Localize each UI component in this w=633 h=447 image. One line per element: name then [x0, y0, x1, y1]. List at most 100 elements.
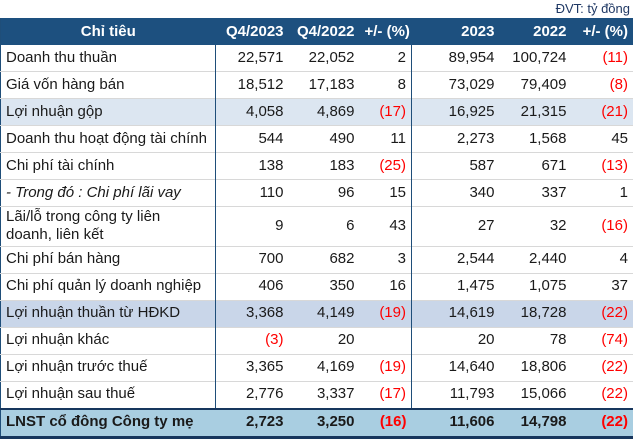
cell-2023: 14,619 [411, 299, 500, 328]
cell-2023: 11,793 [411, 380, 500, 409]
cell-2023: 20 [411, 326, 500, 355]
cell-q4-2022: 20 [288, 326, 360, 355]
row-label: Lợi nhuận sau thuế [0, 380, 216, 409]
cell-2022: 100,724 [512, 48, 567, 66]
cell-pct-yoy: (22) [571, 380, 633, 409]
cell-q4-2023: 9 [215, 206, 289, 247]
cell-pct-yoy: (22) [571, 353, 633, 382]
table-row: Chi phí tài chính 138 183 (25) 587 671 (13) [0, 152, 633, 180]
cell-q4-2022: 96 [288, 179, 360, 207]
cell-q4-2023: 18,512 [215, 71, 289, 99]
row-label: Chi phí quản lý doanh nghiệp [0, 272, 216, 301]
cell-2023: 2,273 [411, 125, 500, 153]
cell-2023: 14,640 [411, 353, 500, 382]
cell-q4-2023: 3,365 [215, 353, 289, 382]
table-row: Lợi nhuận gộp 4,058 4,869 (17) 16,925 21,315(… [0, 98, 633, 126]
table-row: Lợi nhuận thuần từ HĐKD 3,368 4,149 (19) 14,… [0, 299, 633, 328]
table-row: Doanh thu thuần 22,571 22,052 2 89,954 100,72… [0, 45, 633, 72]
cell-pct-yoy: (22) [571, 407, 633, 438]
cell-pct-yoy: (74) [571, 326, 633, 355]
financial-results-table: Chỉ tiêu Q4/2023 Q4/2022 +/- (%) 2023 2022 +/-… [0, 18, 633, 439]
cell-pct-yoy: (11) [602, 48, 628, 66]
cell-pct-qoq: (19) [359, 353, 412, 382]
cell-q4-2023: 110 [215, 179, 289, 207]
cell-2022: 14,798 [499, 407, 572, 438]
cell-pct-qoq: 11 [359, 125, 412, 153]
row-label: Lãi/lỗ trong công ty liên doanh, liên kế… [0, 206, 216, 247]
cell-pct-qoq: 8 [359, 71, 412, 99]
cell-2023: 73,029 [411, 71, 500, 99]
cell-2022: 671 [499, 152, 572, 180]
cell-2022: 18,728 [499, 299, 572, 328]
column-header-q4-2022: Q4/2022 [288, 18, 360, 45]
table-header: Chỉ tiêu Q4/2023 Q4/2022 +/- (%) 2023 2022 +/-… [0, 18, 633, 45]
cell-q4-2023: 544 [215, 125, 289, 153]
cell-pct-yoy: (22) [571, 299, 633, 328]
cell-2023: 340 [411, 179, 500, 207]
table-body: Doanh thu thuần 22,571 22,052 2 89,954 100,72… [0, 45, 633, 438]
cell-2022: 18,806 [499, 353, 572, 382]
table-row: Doanh thu hoạt động tài chính 544 490 11 2,2… [0, 125, 633, 153]
cell-q4-2022: 22,052 [308, 48, 355, 66]
row-label: Doanh thu thuần [0, 45, 216, 72]
cell-2022: 15,066 [499, 380, 572, 409]
cell-q4-2023: 2,723 [215, 407, 289, 438]
cell-pct-qoq: (17) [359, 98, 412, 126]
cell-2022: 32 [499, 206, 572, 247]
row-label: Lợi nhuận trước thuế [0, 353, 216, 382]
header-row: Chỉ tiêu Q4/2023 Q4/2022 +/- (%) 2023 2022 +/-… [0, 18, 633, 45]
cell-pct-qoq: 16 [359, 272, 412, 301]
cell-pct-yoy: (8) [571, 71, 633, 99]
cell-pct-yoy: 45 [571, 125, 633, 153]
cell-2023: 587 [411, 152, 500, 180]
cell-pct-yoy: (16) [571, 206, 633, 247]
cell-q4-2022: 682 [288, 245, 360, 274]
cell-q4-2023: 3,368 [215, 299, 289, 328]
cell-2022: 79,409 [499, 71, 572, 99]
cell-pct-qoq [359, 326, 412, 355]
cell-q4-2022: 4,149 [288, 299, 360, 328]
table-row: Lợi nhuận trước thuế 3,365 4,169 (19) 14,640… [0, 353, 633, 382]
cell-q4-2023: (3) [215, 326, 289, 355]
cell-pct-qoq: 15 [359, 179, 412, 207]
column-header-q4-2023: Q4/2023 [215, 18, 289, 45]
cell-2023: 27 [411, 206, 500, 247]
row-label: Lợi nhuận khác [0, 326, 216, 355]
row-label: Chi phí bán hàng [0, 245, 216, 274]
cell-pct-qoq: 2 [359, 45, 412, 72]
row-label: Lợi nhuận thuần từ HĐKD [0, 299, 216, 328]
column-header-2023: 2023 [411, 18, 500, 45]
table-row: Lợi nhuận sau thuế 2,776 3,337 (17) 11,793 15… [0, 380, 633, 409]
cell-q4-2022: 6 [288, 206, 360, 247]
unit-label: ĐVT: tỷ đồng [555, 1, 630, 16]
cell-q4-2022: 350 [288, 272, 360, 301]
cell-pct-qoq: 43 [359, 206, 412, 247]
column-header-2022: 2022 [499, 18, 572, 45]
cell-q4-2023: 700 [215, 245, 289, 274]
cell-q4-2022: 3,337 [288, 380, 360, 409]
cell-pct-yoy: 37 [571, 272, 633, 301]
cell-pct-yoy: 1 [571, 179, 633, 207]
cell-pct-yoy: (21) [571, 98, 633, 126]
table-row: - Trong đó : Chi phí lãi vay 110 96 15 340 33… [0, 179, 633, 207]
cell-q4-2022: 4,869 [288, 98, 360, 126]
column-header-pct-qoq: +/- (%) [359, 18, 412, 45]
cell-q4-2023: 22,571 [237, 48, 284, 66]
cell-2022: 21,315 [499, 98, 572, 126]
table-row: Chi phí quản lý doanh nghiệp 406 350 16 1,47… [0, 272, 633, 301]
table-row: Lãi/lỗ trong công ty liên doanh, liên kế… [0, 206, 633, 247]
cell-2022: 1,075 [499, 272, 572, 301]
table-row: Lợi nhuận khác (3) 20 20 78 (74) [0, 326, 633, 355]
cell-pct-yoy: 4 [571, 245, 633, 274]
row-label: LNST cổ đông Công ty mẹ [0, 407, 216, 438]
cell-pct-qoq: (25) [359, 152, 412, 180]
row-label: Lợi nhuận gộp [0, 98, 216, 126]
table-row: LNST cổ đông Công ty mẹ 2,723 3,250 (16) 11,… [0, 407, 633, 438]
cell-q4-2022: 17,183 [288, 71, 360, 99]
cell-pct-yoy: (13) [571, 152, 633, 180]
cell-pct-qoq: (19) [359, 299, 412, 328]
cell-2022: 337 [499, 179, 572, 207]
row-label: - Trong đó : Chi phí lãi vay [0, 179, 216, 207]
cell-2022: 78 [499, 326, 572, 355]
cell-q4-2022: 183 [288, 152, 360, 180]
